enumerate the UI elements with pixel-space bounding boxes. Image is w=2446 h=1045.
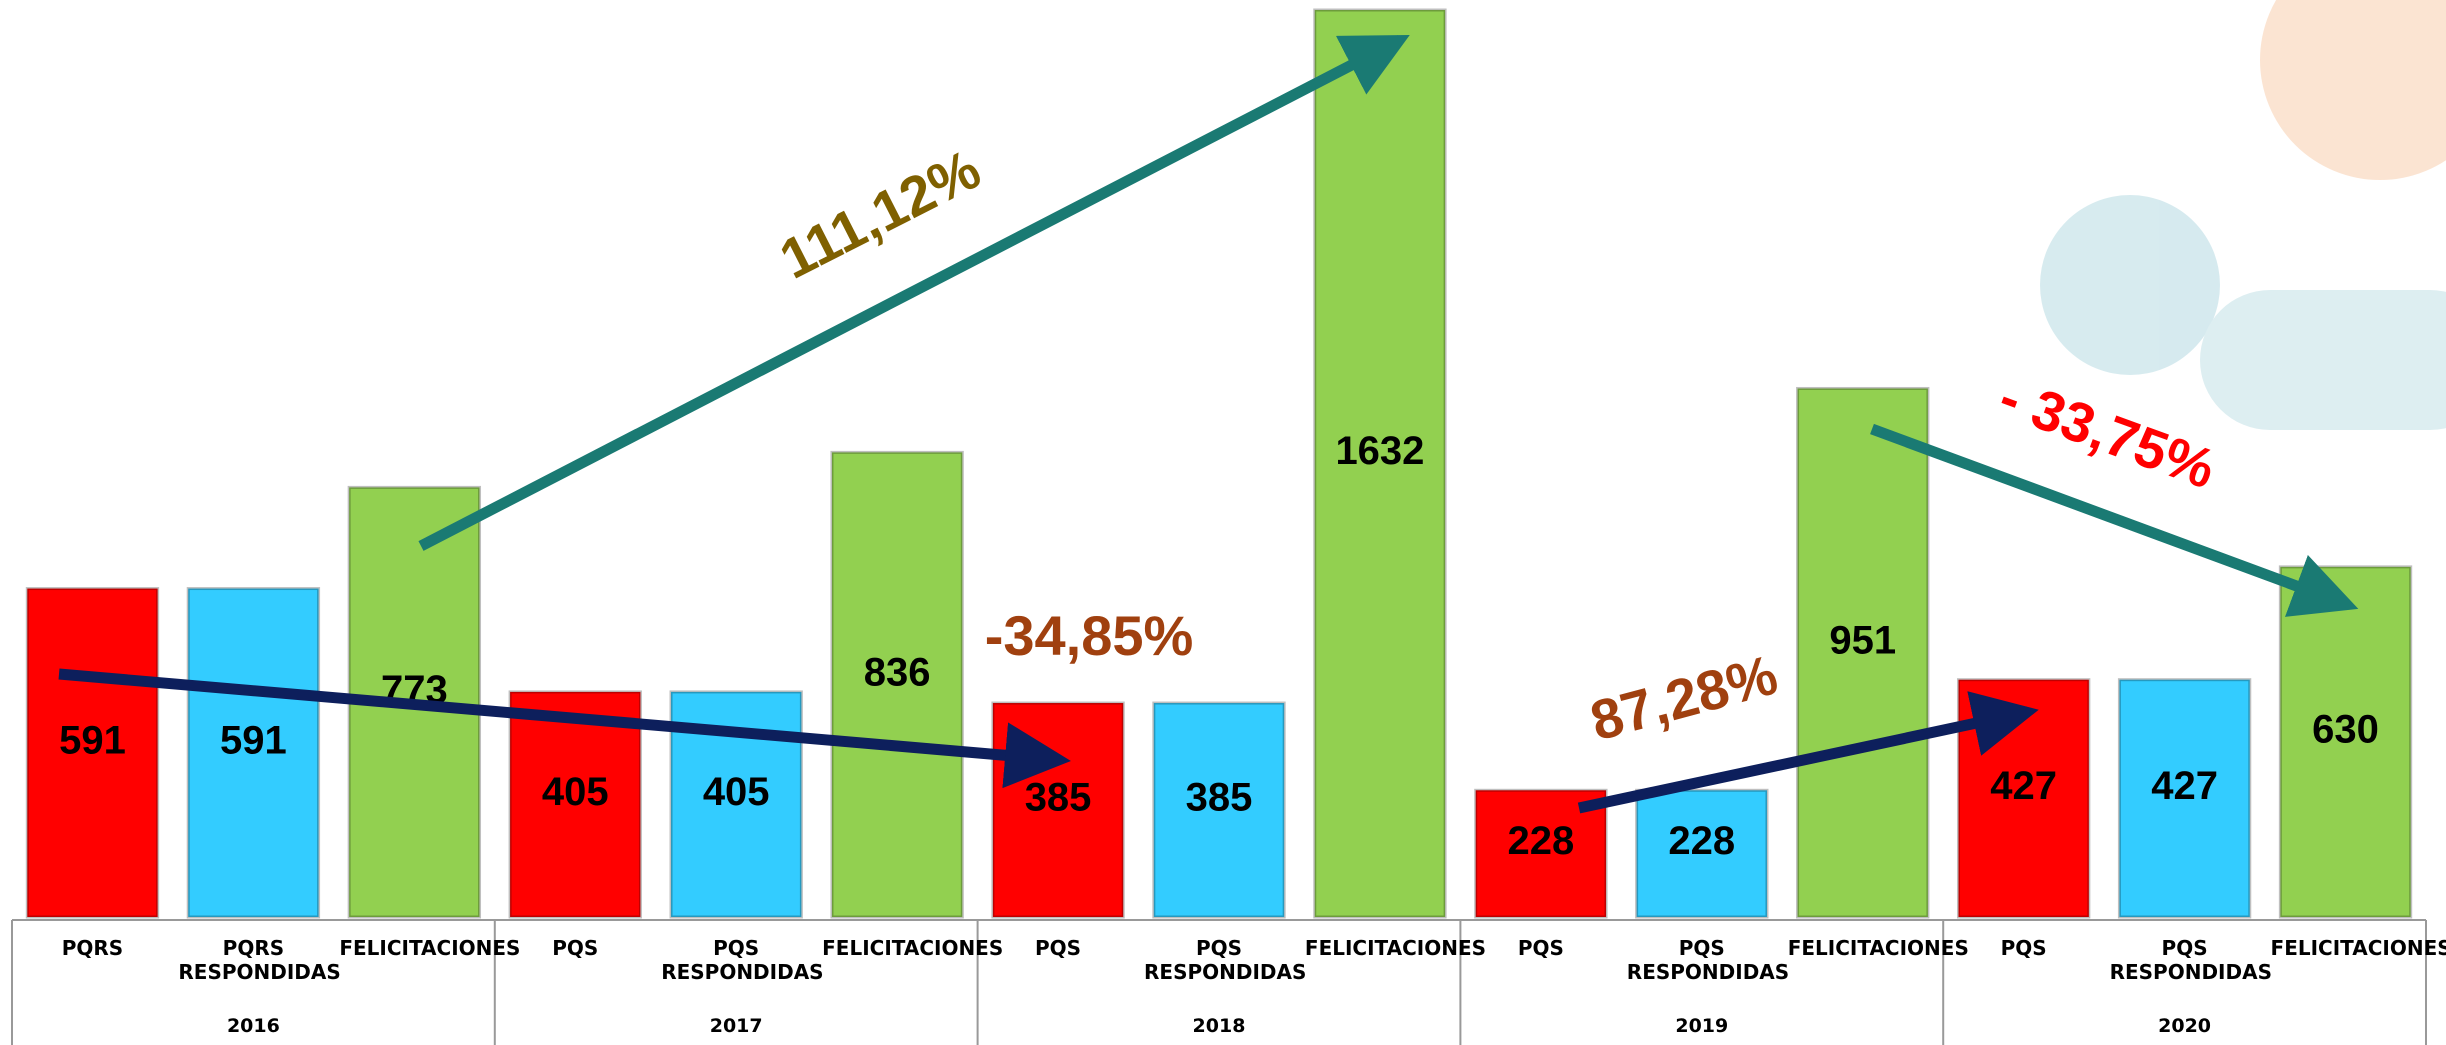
year-label: 2016 [153, 1015, 353, 1037]
value-label: 405 [542, 770, 609, 814]
category-label: PQS RESPONDIDAS [2110, 936, 2260, 984]
year-label: 2019 [1602, 1015, 1802, 1037]
category-label: FELICITACIONES [1788, 936, 1938, 960]
value-label: 951 [1829, 618, 1896, 662]
value-label: 228 [1668, 819, 1735, 863]
value-label: 405 [703, 770, 770, 814]
value-label: 385 [1025, 776, 1092, 820]
annotation: -34,85% [985, 604, 1194, 667]
value-label: 1632 [1335, 429, 1424, 473]
category-label: PQS [500, 936, 650, 960]
category-label: PQRS RESPONDIDAS [178, 936, 328, 984]
annotation: - 33,75% [1992, 365, 2224, 501]
year-label: 2020 [2085, 1015, 2285, 1037]
year-label: 2018 [1119, 1015, 1319, 1037]
category-label: PQRS [17, 936, 167, 960]
value-label: 630 [2312, 707, 2379, 751]
category-label: FELICITACIONES [822, 936, 972, 960]
year-label: 2017 [636, 1015, 836, 1037]
category-label: PQS RESPONDIDAS [661, 936, 811, 984]
category-label: FELICITACIONES [339, 936, 489, 960]
value-label: 427 [1990, 764, 2057, 808]
value-label: 591 [59, 718, 126, 762]
category-label: PQS RESPONDIDAS [1144, 936, 1294, 984]
category-label: FELICITACIONES [2271, 936, 2421, 960]
value-label: 591 [220, 718, 287, 762]
category-label: PQS RESPONDIDAS [1627, 936, 1777, 984]
annotation: 87,28% [1584, 642, 1784, 752]
value-label: 427 [2151, 764, 2218, 808]
value-label: 228 [1507, 819, 1574, 863]
category-label: PQS [1949, 936, 2099, 960]
category-label: PQS [1466, 936, 1616, 960]
category-label: FELICITACIONES [1305, 936, 1455, 960]
background-decor [2040, 0, 2446, 430]
chart-canvas: 5915917734054058363853851632228228951427… [0, 0, 2446, 1045]
value-label: 836 [864, 650, 931, 694]
value-label: 385 [1186, 776, 1253, 820]
chart: 5915917734054058363853851632228228951427… [0, 0, 2446, 1045]
category-label: PQS [983, 936, 1133, 960]
